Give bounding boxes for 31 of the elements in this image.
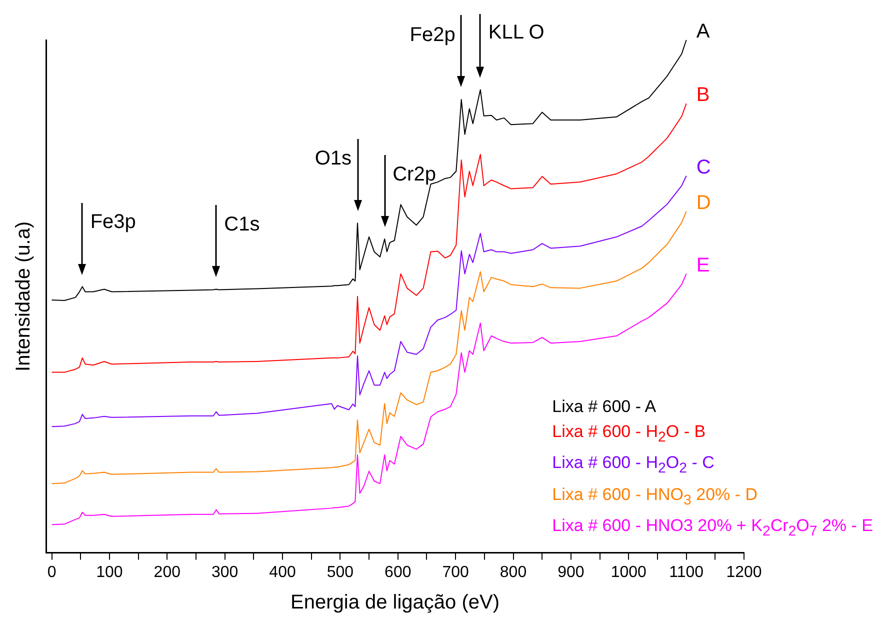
x-tick-label: 300 [211,564,238,581]
annotation: O1s [314,148,352,170]
x-tick-label: 900 [558,564,584,581]
x-axis-title: Energia de ligação (eV) [290,592,500,614]
x-tick-label: 200 [154,564,181,581]
x-tick-label: 1200 [726,564,762,581]
y-axis-title: Intensidade (u.a) [12,221,35,372]
x-tick-label: 600 [384,564,412,581]
x-tick-label: 700 [442,564,470,581]
x-tick-label: 100 [96,564,123,581]
x-tick-label: 1100 [669,564,704,581]
annotation: D [696,192,711,214]
x-tick-label: 800 [500,564,527,581]
annotation: Fe2p [410,24,456,46]
text: Lixa # 600 - H$_{2}$O - B [552,420,707,448]
text: Lixa # 600 - HNO$_{3}$ 20% - D [552,484,759,510]
annotation: KLL O [488,22,544,44]
text: Lixa # 600 - H$_{2}$O$_{2}$ - C [552,452,716,479]
text: Lixa # 600 - HNO3 20% + K$_{2}$Cr$_{2}$O$_{7}$ 2% - E [552,514,873,542]
text: Lixa # 600 - A [552,396,658,418]
x-tick-label: 400 [269,564,296,581]
annotation: B [696,84,710,106]
annotation: C1s [224,214,260,236]
x-tick-label: 1000 [610,564,647,581]
x-tick-label: 0 [47,564,56,581]
annotation: C [696,156,711,178]
annotation: E [696,254,710,276]
annotation: Fe3p [90,211,136,234]
annotation: A [696,20,710,43]
annotation: Cr2p [392,163,436,186]
x-tick-label: 500 [326,564,354,581]
